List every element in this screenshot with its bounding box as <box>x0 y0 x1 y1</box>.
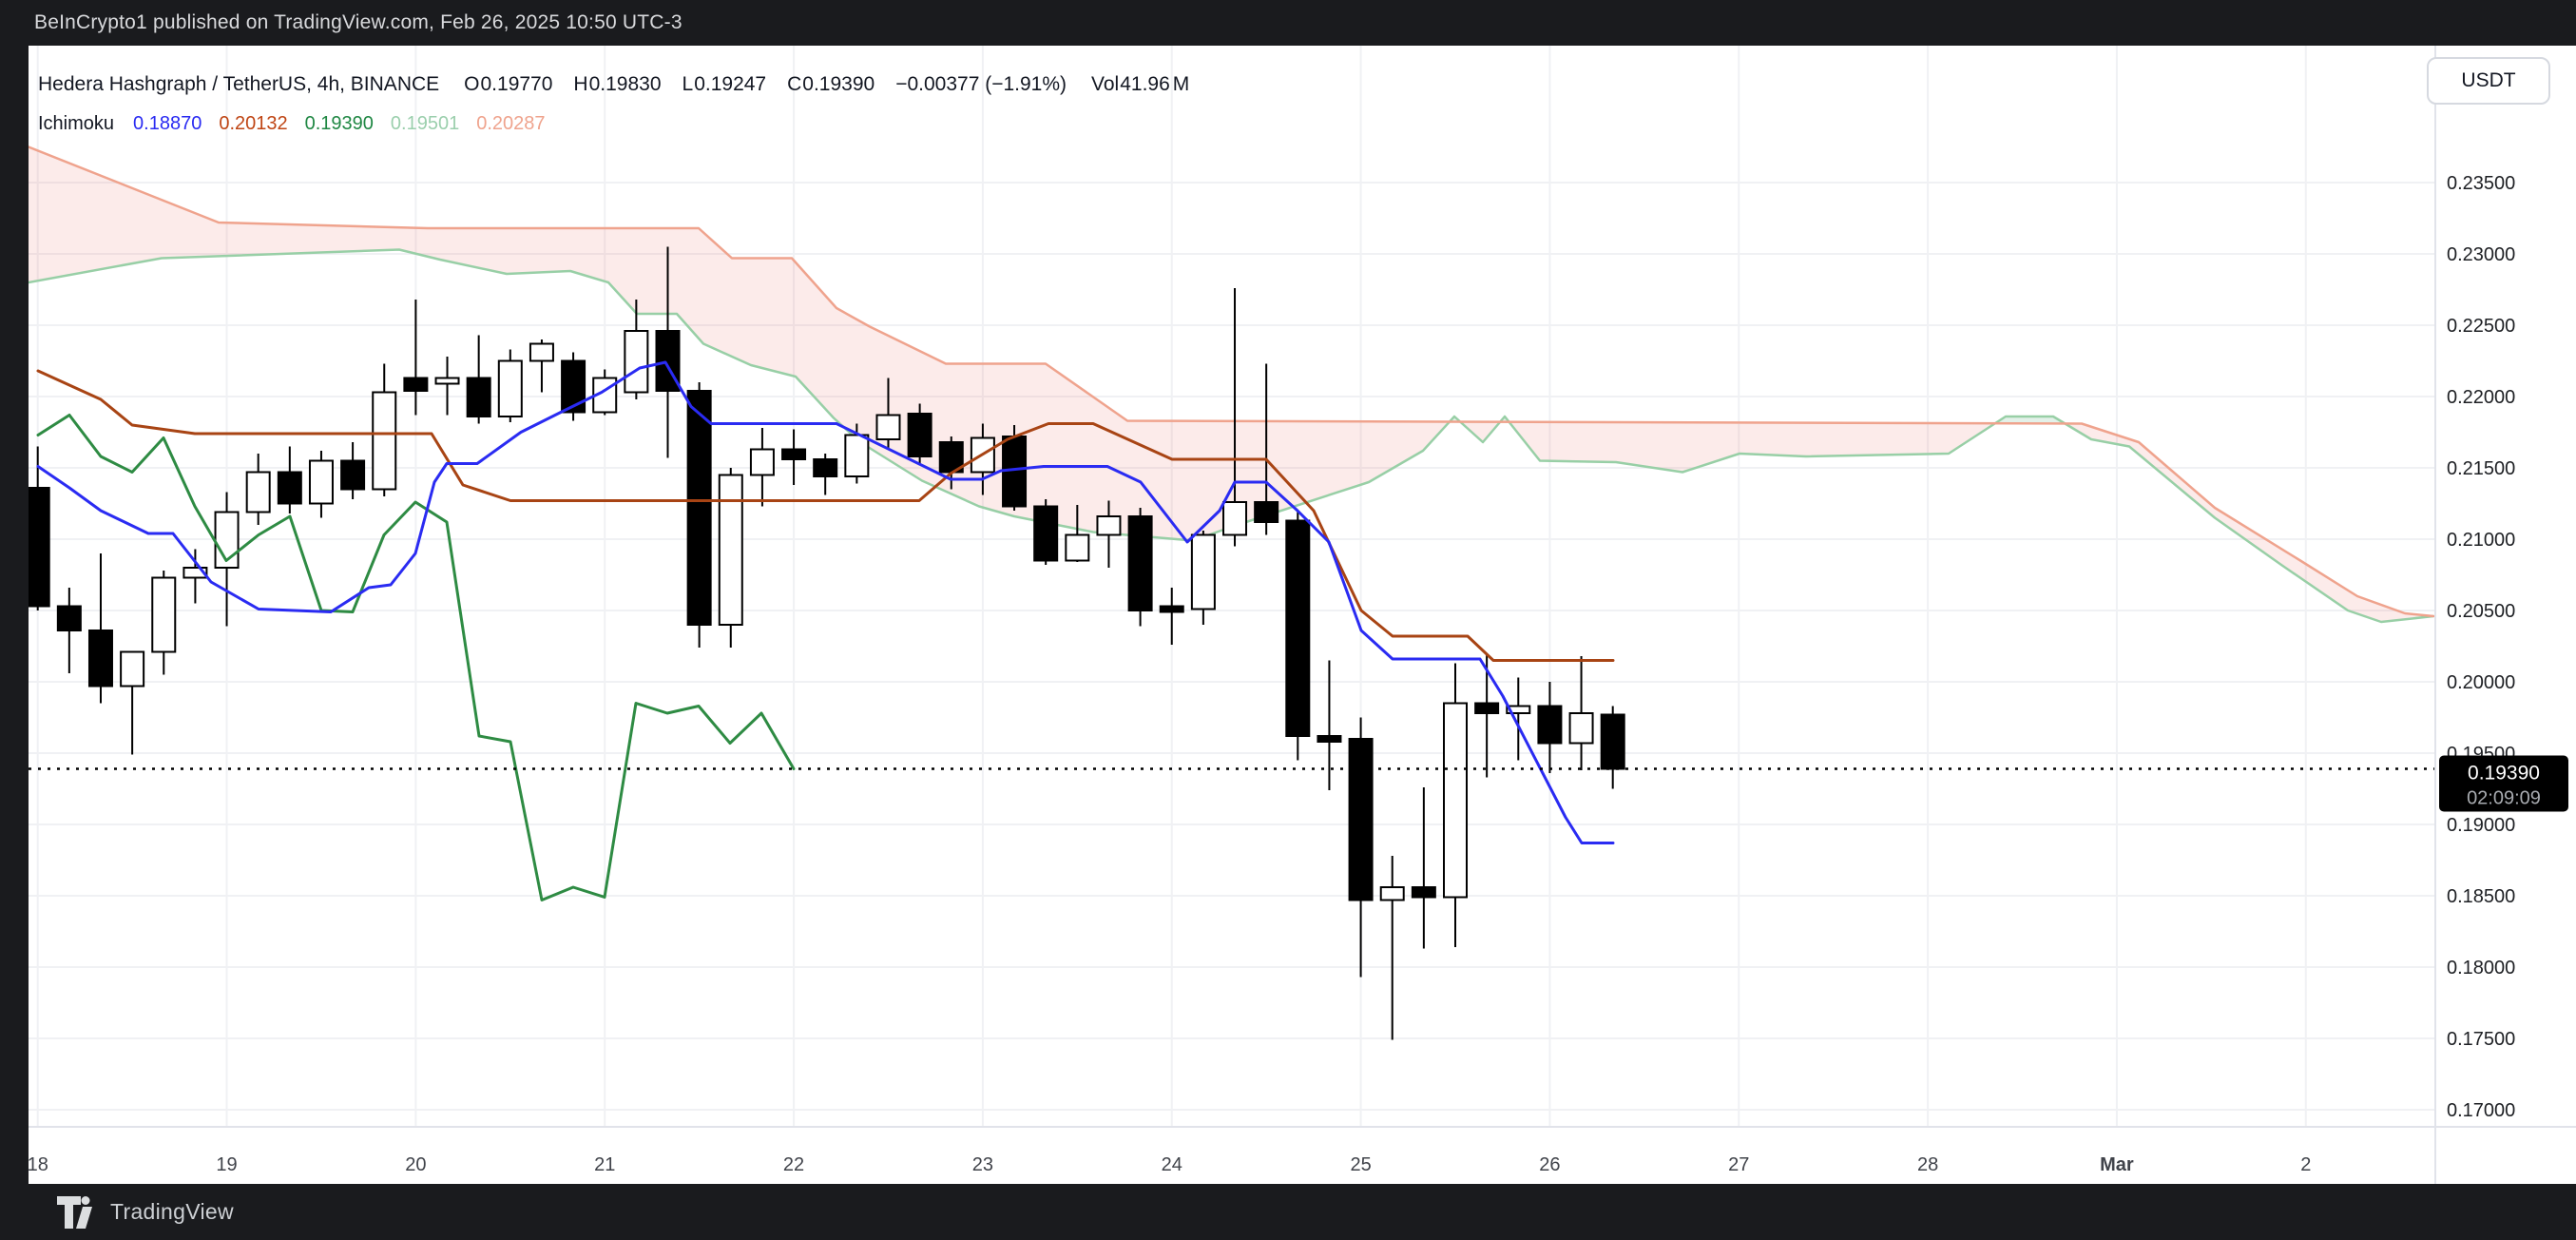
price-axis-label[interactable]: 0.23500 <box>2447 173 2515 194</box>
time-axis-label[interactable]: 27 <box>1728 1154 1749 1175</box>
time-axis-label[interactable]: 18 <box>29 1154 48 1175</box>
time-axis-label[interactable]: 2 <box>2300 1154 2311 1175</box>
svg-text:0.19390: 0.19390 <box>2468 763 2540 785</box>
chart-plot-area[interactable]: 0.23500 0.23000 0.22500 0.22000 0.21500 0.210… <box>29 46 2576 1184</box>
price-axis-label[interactable]: 0.22500 <box>2447 316 2515 337</box>
ohlc-low: L 0.19247 <box>682 73 767 95</box>
ohlc-open: O 0.19770 <box>464 73 553 95</box>
indicator-legend: Ichimoku 0.18870 0.20132 0.19390 0.19501… <box>38 108 563 139</box>
symbol-header: Hedera Hashgraph / TetherUS, 4h, BINANCE… <box>38 68 1210 101</box>
chart-panel: 0.23500 0.23000 0.22500 0.22000 0.21500 0.210… <box>29 46 2576 1184</box>
price-change: −0.00377 (−1.91%) <box>895 73 1067 95</box>
price-axis-label[interactable]: 0.18500 <box>2447 886 2515 907</box>
price-axis-label[interactable]: 0.21500 <box>2447 458 2515 479</box>
time-axis-label[interactable]: 25 <box>1350 1154 1371 1175</box>
footer-bar: TradingView <box>0 1184 2576 1240</box>
ichimoku-value-kijun: 0.20132 <box>219 112 288 134</box>
price-axis-label[interactable]: 0.22000 <box>2447 387 2515 408</box>
price-axis-label[interactable]: 0.21000 <box>2447 530 2515 551</box>
time-axis-label[interactable]: 24 <box>1162 1154 1182 1175</box>
ohlc-close: C 0.19390 <box>787 73 875 95</box>
price-axis-label[interactable]: 0.19000 <box>2447 815 2515 836</box>
price-axis-label[interactable]: 0.20500 <box>2447 601 2515 622</box>
price-axis-label[interactable]: 0.20000 <box>2447 672 2515 693</box>
time-axis-label[interactable]: 20 <box>405 1154 426 1175</box>
time-axis-label[interactable]: 21 <box>594 1154 615 1175</box>
last-price-badge: 0.19390 02:09:09 <box>2439 755 2568 812</box>
ichimoku-value-chikou: 0.19390 <box>304 112 374 134</box>
ichimoku-value-senkou-b: 0.20287 <box>476 112 546 134</box>
time-axis-label[interactable]: Mar <box>2100 1154 2134 1175</box>
price-axis-label[interactable]: 0.17500 <box>2447 1029 2515 1050</box>
time-axis-label[interactable]: 26 <box>1539 1154 1560 1175</box>
tradingview-logo-text: TradingView <box>110 1199 234 1224</box>
ohlc-high: H 0.19830 <box>573 73 662 95</box>
volume: Vol 41.96 M <box>1091 73 1190 95</box>
left-frame-strip <box>0 46 29 1184</box>
price-axis-label[interactable]: 0.18000 <box>2447 958 2515 978</box>
publish-info-bar: BeInCrypto1 published on TradingView.com… <box>0 0 2576 46</box>
symbol-title[interactable]: Hedera Hashgraph / TetherUS, 4h, BINANCE <box>38 73 440 95</box>
svg-text:02:09:09: 02:09:09 <box>2467 788 2541 809</box>
tradingview-logo[interactable]: TradingView <box>57 1195 234 1229</box>
publish-info-text: BeInCrypto1 published on TradingView.com… <box>34 11 682 33</box>
ichimoku-value-tenkan: 0.18870 <box>133 112 202 134</box>
time-axis-label[interactable]: 22 <box>783 1154 804 1175</box>
price-axis-label[interactable]: 0.17000 <box>2447 1100 2515 1121</box>
ichimoku-value-senkou-a: 0.19501 <box>390 112 460 134</box>
tradingview-logo-icon <box>57 1195 92 1229</box>
price-axis-label[interactable]: 0.23000 <box>2447 244 2515 265</box>
time-axis-label[interactable]: 19 <box>216 1154 237 1175</box>
time-axis-label[interactable]: 28 <box>1917 1154 1938 1175</box>
time-axis-label[interactable]: 23 <box>972 1154 993 1175</box>
currency-toggle-button[interactable]: USDT <box>2427 57 2550 105</box>
indicator-name[interactable]: Ichimoku <box>38 112 115 134</box>
